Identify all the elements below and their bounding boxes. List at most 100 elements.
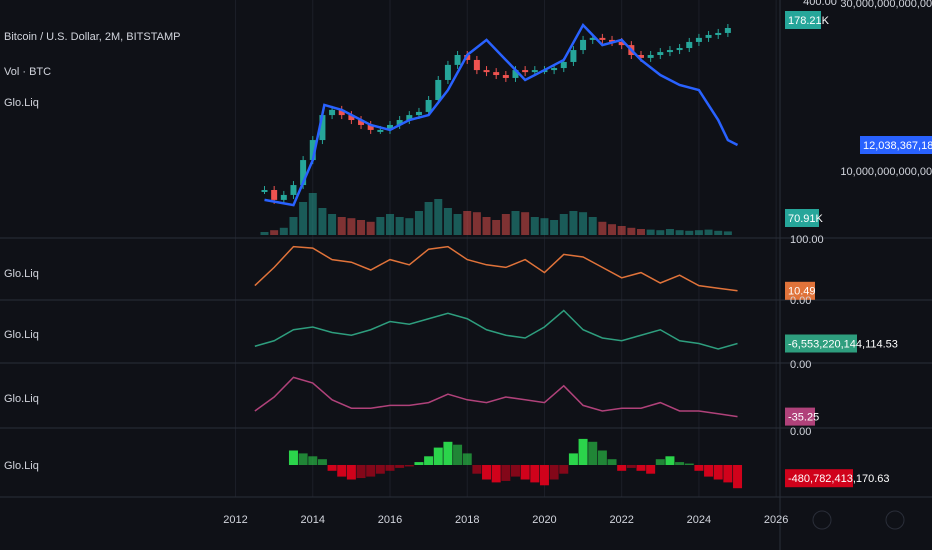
volume-bar	[318, 208, 327, 235]
volume-bar	[376, 217, 385, 235]
volume-bar	[665, 229, 674, 235]
histogram-bar	[501, 465, 511, 481]
candle	[329, 109, 336, 116]
volume-bar	[453, 214, 462, 235]
volume-bar	[395, 217, 404, 235]
volume-bar	[347, 218, 356, 235]
candle	[338, 109, 345, 116]
histogram-bar	[433, 447, 443, 465]
price-label-box	[860, 136, 932, 154]
histogram-bar	[472, 465, 482, 474]
histogram-bar	[424, 456, 434, 465]
candle	[319, 115, 326, 141]
histogram-bar	[288, 450, 298, 465]
line	[254, 376, 738, 418]
line	[254, 245, 738, 292]
candle	[570, 50, 577, 62]
volume-bar	[550, 220, 559, 235]
candle	[666, 50, 673, 53]
candle	[483, 70, 490, 73]
candle	[502, 75, 509, 78]
candle	[387, 124, 393, 130]
histogram-bar	[733, 465, 743, 489]
volume-bar	[424, 202, 433, 235]
volume-bar	[646, 229, 655, 235]
volume-bar	[511, 211, 520, 235]
histogram-bar	[607, 459, 617, 465]
price-label-box	[785, 407, 815, 426]
histogram-bar	[559, 465, 569, 474]
x-tick-label: 2024	[687, 514, 711, 526]
candle	[348, 115, 355, 121]
candle	[686, 41, 693, 49]
legend-text: Glo.Liq	[4, 97, 39, 109]
histogram-bar	[539, 465, 549, 486]
volume-bar	[434, 199, 443, 235]
histogram-bar	[588, 441, 598, 465]
histogram-bar	[694, 465, 704, 471]
histogram-bar	[462, 453, 472, 465]
axis-label: 0.00	[790, 426, 811, 438]
legend-text: Vol · BTC	[4, 66, 51, 78]
price-label: -6,553,220,144,114.53	[788, 338, 898, 350]
histogram-bar	[568, 453, 578, 465]
candle	[280, 194, 287, 200]
histogram-bar	[327, 465, 337, 471]
axis-label: 30,000,000,000,000.00	[840, 0, 932, 10]
candle	[715, 32, 722, 35]
candle	[647, 55, 654, 58]
candle	[589, 37, 596, 40]
candle	[493, 72, 500, 76]
histogram-bar	[520, 465, 530, 480]
legend-text: Glo.Liq	[4, 329, 39, 341]
x-tick-label: 2026	[764, 514, 788, 526]
x-tick-label: 2014	[301, 514, 325, 526]
axis-button[interactable]	[885, 510, 905, 530]
histogram-bar	[404, 465, 414, 467]
candle	[290, 185, 297, 195]
histogram-bar	[443, 441, 453, 465]
volume-bar	[685, 230, 694, 235]
axis-button[interactable]	[812, 510, 832, 530]
histogram-bar	[317, 459, 327, 465]
volume-bar	[627, 227, 636, 235]
volume-bar	[414, 211, 423, 235]
volume-bar	[569, 211, 578, 235]
candle	[531, 70, 538, 73]
volume-bar	[357, 220, 366, 235]
volume-bar	[472, 212, 481, 235]
volume-bar	[337, 217, 346, 235]
volume-bar	[714, 230, 723, 235]
candle	[551, 68, 558, 71]
histogram-bar	[346, 465, 356, 480]
price-label-box	[785, 209, 819, 227]
histogram-bar	[453, 444, 463, 465]
price-label-box	[785, 334, 857, 353]
histogram-bar	[530, 465, 540, 483]
histogram-bar	[366, 465, 376, 477]
price-label: -480,782,413,170.63	[788, 473, 890, 485]
histogram-bar	[549, 465, 559, 480]
volume-bar	[482, 217, 491, 235]
volume-bar	[386, 214, 394, 235]
axis-label: 0.00	[790, 359, 811, 371]
volume-bar	[723, 231, 732, 235]
candle	[705, 34, 712, 38]
price-label: 10.49	[788, 286, 816, 298]
x-tick-label: 2012	[223, 514, 247, 526]
histogram-bar	[684, 463, 694, 465]
price-label: 70.91K	[788, 213, 824, 225]
volume-bar	[608, 224, 617, 235]
histogram-bar	[617, 465, 627, 471]
candle	[377, 129, 384, 132]
histogram-bar	[510, 465, 520, 477]
volume-bar	[617, 226, 626, 235]
histogram-bar	[414, 462, 424, 465]
candle	[618, 41, 625, 46]
line	[264, 22, 739, 207]
histogram-bar	[704, 465, 714, 477]
volume-bar	[492, 220, 501, 235]
price-label-box	[785, 281, 815, 300]
price-label: -35.25	[788, 412, 819, 424]
